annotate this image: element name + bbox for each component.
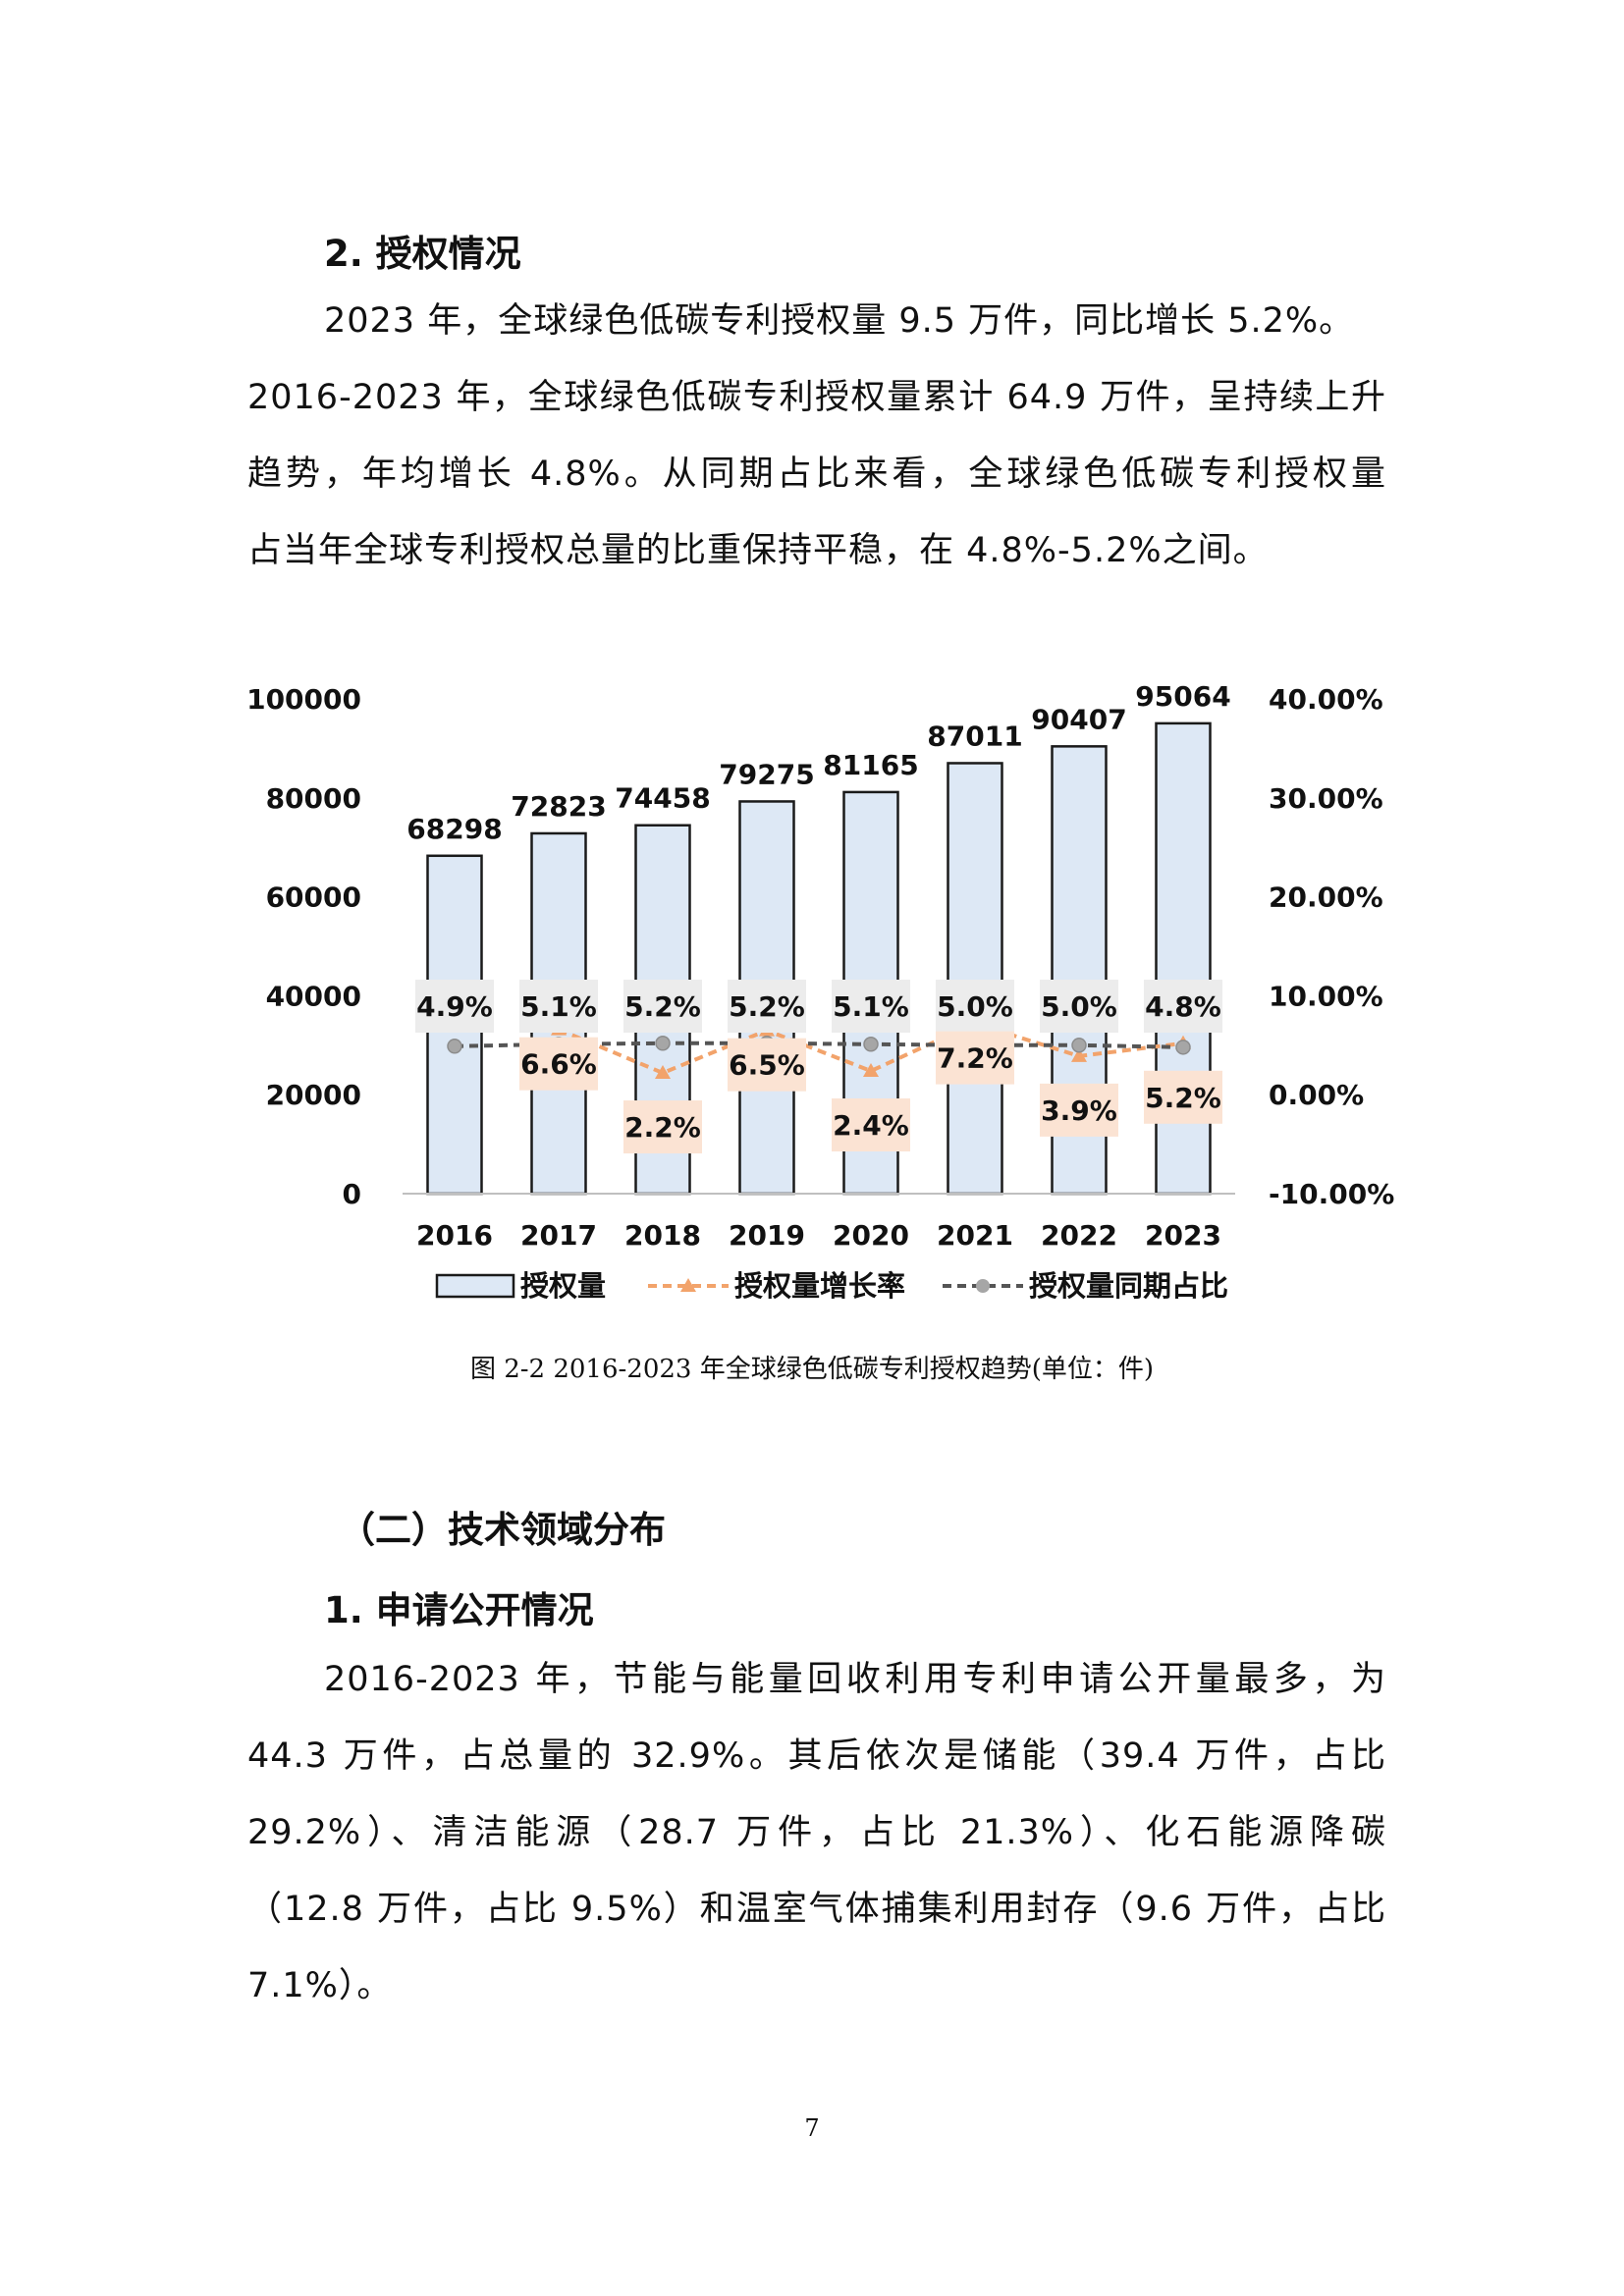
paragraph-line: 2016-2023 年，节能与能量回收利用专利申请公开量最多，为 [324, 1660, 1386, 1699]
share-label-box [832, 980, 910, 1033]
growth-label-box [519, 1037, 598, 1091]
x-tick-label: 2018 [624, 1219, 701, 1252]
growth-label-box [1144, 1070, 1222, 1124]
growth-rate-marker [1071, 1047, 1087, 1062]
legend-label-share: 授权量同期占比 [1029, 1269, 1228, 1303]
section-heading-authorization: 2. 授权情况 [324, 233, 521, 275]
growth-label-box [728, 1038, 806, 1092]
section-heading-application: 1. 申请公开情况 [324, 1589, 594, 1631]
growth-data-label: 2.4% [833, 1109, 909, 1142]
y-left-tick-label: 40000 [266, 980, 361, 1012]
y-right-tick-label: 0.00% [1269, 1079, 1364, 1111]
growth-label-box [623, 1100, 702, 1154]
x-tick-label: 2023 [1145, 1219, 1221, 1252]
figure-caption: 图 2-2 2016-2023 年全球绿色低碳专利授权趋势(单位：件) [469, 1355, 1155, 1384]
y-left-tick-label: 60000 [266, 881, 361, 914]
growth-data-label: 6.6% [520, 1048, 597, 1081]
share-label-box [728, 980, 806, 1033]
share-label-box [623, 980, 702, 1033]
bar-value-label: 79275 [719, 758, 814, 790]
paragraph-authorization: 2023 年，全球绿色低碳专利授权量 9.5 万件，同比增长 5.2%。 201… [247, 283, 1386, 589]
y-right-tick-label: 40.00% [1269, 683, 1383, 716]
paragraph-application: 2016-2023 年，节能与能量回收利用专利申请公开量最多，为 44.3 万件… [247, 1641, 1386, 2024]
share-marker [1175, 1040, 1191, 1055]
y-left-tick-label: 0 [343, 1178, 361, 1210]
paragraph-line: 趋势，年均增长 4.8%。从同期占比来看，全球绿色低碳专利授权量 [247, 454, 1386, 494]
bar-value-label: 81165 [823, 749, 918, 781]
growth-label-box [832, 1098, 910, 1152]
growth-data-label: 5.2% [1145, 1082, 1221, 1114]
bar-value-label: 68298 [406, 813, 502, 845]
y-right-tick-label: -10.00% [1269, 1178, 1394, 1210]
growth-data-label: 2.2% [624, 1111, 701, 1144]
share-label-box [415, 980, 494, 1033]
authorization-trend-chart: 0 20000 40000 60000 80000 100000 -10.00% 0.00% 1… [246, 680, 1394, 1303]
x-tick-label: 2022 [1041, 1219, 1117, 1252]
x-tick-label: 2021 [937, 1219, 1013, 1252]
x-tick-label: 2019 [729, 1219, 805, 1252]
paragraph-line: （12.8 万件，占比 9.5%）和温室气体捕集利用封存（9.6 万件，占比 [247, 1890, 1386, 1929]
paragraph-line: 2016-2023 年，全球绿色低碳专利授权量累计 64.9 万件，呈持续上升 [247, 378, 1386, 417]
section-heading-tech-fields: （二）技术领域分布 [339, 1509, 666, 1551]
share-data-label: 5.0% [937, 990, 1013, 1023]
share-marker [447, 1039, 462, 1054]
legend-marker-growth [680, 1278, 696, 1292]
share-marker [1071, 1038, 1087, 1053]
y-right-tick-label: 30.00% [1269, 782, 1383, 815]
share-data-label: 4.8% [1145, 990, 1221, 1023]
growth-data-label: 3.9% [1041, 1095, 1117, 1127]
paragraph-line: 7.1%）。 [247, 1966, 393, 2005]
y-left-tick-label: 20000 [266, 1079, 361, 1111]
y-right-tick-label: 20.00% [1269, 881, 1383, 914]
legend-marker-share [976, 1279, 990, 1293]
share-data-label: 5.2% [729, 990, 805, 1023]
share-label-box [1040, 980, 1118, 1033]
paragraph-line: 29.2%）、清洁能源（28.7 万件，占比 21.3%）、化石能源降碳 [247, 1813, 1386, 1852]
bar-value-label: 74458 [615, 782, 710, 815]
growth-label-box [936, 1031, 1014, 1085]
share-label-box [1144, 980, 1222, 1033]
legend-label-bar: 授权量 [520, 1269, 606, 1303]
y-left-tick-label: 100000 [246, 683, 361, 716]
bar [947, 762, 1003, 1196]
legend-label-growth: 授权量增长率 [734, 1269, 905, 1303]
bar-value-label: 95064 [1135, 680, 1230, 713]
paragraph-line: 占当年全球专利授权总量的比重保持平稳，在 4.8%-5.2%之间。 [247, 531, 1269, 570]
share-marker [863, 1037, 879, 1052]
share-data-label: 4.9% [416, 990, 493, 1023]
y-left-tick-label: 80000 [266, 782, 361, 815]
paragraph-line: 44.3 万件，占总量的 32.9%。其后依次是储能（39.4 万件，占比 [247, 1736, 1386, 1776]
paragraph-line: 2023 年，全球绿色低碳专利授权量 9.5 万件，同比增长 5.2%。 [324, 301, 1355, 341]
growth-label-box [1040, 1083, 1118, 1137]
growth-data-label: 7.2% [937, 1042, 1013, 1075]
growth-rate-marker [655, 1065, 671, 1080]
x-tick-label: 2017 [520, 1219, 597, 1252]
x-tick-label: 2020 [833, 1219, 909, 1252]
y-right-tick-label: 10.00% [1269, 980, 1383, 1012]
bar-value-label: 90407 [1031, 703, 1126, 735]
legend-swatch-bar [435, 1273, 515, 1299]
growth-rate-marker [863, 1063, 879, 1078]
share-data-label: 5.2% [624, 990, 701, 1023]
share-label-box [936, 980, 1014, 1033]
share-data-label: 5.1% [520, 990, 597, 1023]
x-tick-label: 2016 [416, 1219, 493, 1252]
share-data-label: 5.0% [1041, 990, 1117, 1023]
share-data-label: 5.1% [833, 990, 909, 1023]
share-marker [655, 1036, 671, 1051]
page-number: 7 [804, 2114, 820, 2142]
growth-data-label: 6.5% [729, 1049, 805, 1082]
share-label-box [519, 980, 598, 1033]
bar-value-label: 87011 [927, 720, 1022, 752]
bar-value-label: 72823 [511, 790, 606, 823]
